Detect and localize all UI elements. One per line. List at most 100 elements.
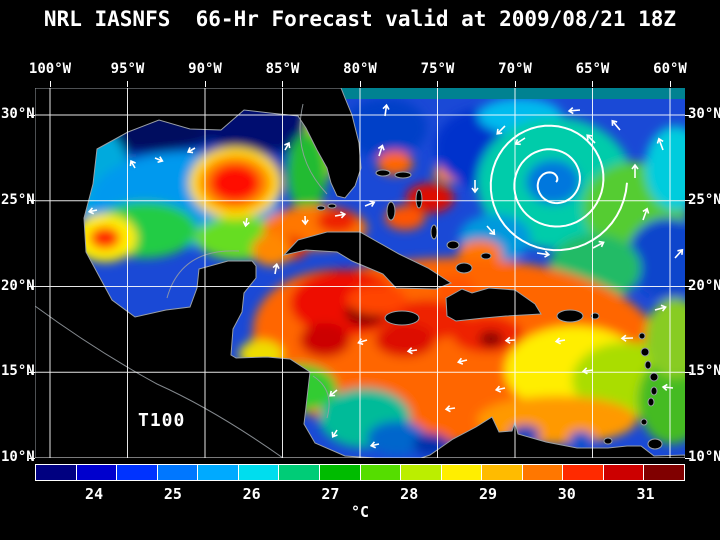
- hurricane-spiral: [489, 124, 628, 252]
- lon-tick-mark: [437, 81, 438, 87]
- current-arrow: [129, 159, 136, 169]
- colorbar-segment: [441, 465, 483, 480]
- colorbar-segment: [319, 465, 361, 480]
- current-arrow: [87, 207, 98, 215]
- lon-tick-mark: [49, 81, 51, 87]
- field-blob: [210, 164, 260, 202]
- lon-tick-label: 90°W: [188, 61, 222, 77]
- hispaniola-land: [445, 287, 542, 322]
- lat-tick-label-right: 20°N: [688, 277, 720, 294]
- colorbar-tick-label: 24: [85, 485, 104, 503]
- colorbar-segment: [157, 465, 199, 480]
- current-vectors: [87, 103, 684, 449]
- current-arrow: [406, 347, 418, 355]
- current-arrow: [496, 125, 506, 135]
- colorbar-segment: [603, 465, 645, 480]
- lat-tick-mark: [685, 457, 691, 459]
- lon-tick-label: 65°W: [575, 61, 610, 77]
- colorbar: [35, 464, 685, 481]
- lon-tick-mark: [204, 81, 206, 87]
- nicaragua-shelf-contour: [312, 375, 330, 419]
- page-title: NRL IASNFS 66-Hr Forecast valid at 2009/…: [43, 7, 677, 31]
- field-blob: [627, 218, 685, 298]
- current-arrow: [331, 429, 338, 438]
- current-arrow: [242, 217, 250, 228]
- current-arrow: [661, 383, 674, 391]
- current-arrow: [554, 337, 566, 345]
- lon-tick-label: 70°W: [498, 61, 532, 77]
- current-arrow: [620, 334, 634, 342]
- lat-tick-label-right: 25°N: [688, 191, 720, 208]
- current-arrow: [284, 141, 291, 151]
- colorbar-segment: [279, 465, 320, 480]
- current-arrow: [334, 211, 347, 219]
- field-blob: [90, 227, 120, 249]
- north-boundary-band: [335, 88, 685, 99]
- current-arrow: [456, 357, 468, 365]
- colorbar-segment: [360, 465, 402, 480]
- lon-tick-mark: [669, 81, 671, 87]
- lat-tick-mark: [685, 286, 691, 287]
- colorbar-segment: [482, 465, 523, 480]
- colorbar-segment: [198, 465, 239, 480]
- lat-tick-label-right: 10°N: [688, 449, 720, 465]
- current-arrow: [301, 215, 309, 226]
- lat-tick-label-left: 30°N: [1, 106, 35, 122]
- field-blob: [252, 234, 292, 266]
- current-arrow: [486, 225, 496, 236]
- lat-tick-label-left: 25°N: [1, 191, 35, 208]
- lon-tick-label: 95°W: [110, 61, 145, 77]
- colorbar-tick-label: 29: [478, 485, 498, 503]
- field-label: T100: [138, 410, 185, 431]
- colorbar-segment: [563, 465, 604, 480]
- pacific-coastline: [34, 305, 284, 459]
- current-arrow: [329, 389, 338, 397]
- lat-tick-mark: [685, 200, 691, 202]
- field-blob: [343, 98, 427, 158]
- island-chain: [316, 169, 663, 450]
- current-arrow: [674, 248, 684, 259]
- field-blob: [645, 126, 685, 210]
- field-blob: [287, 133, 327, 213]
- current-arrow: [656, 137, 664, 151]
- field-blob: [645, 298, 685, 378]
- current-arrow: [536, 250, 551, 258]
- current-arrow: [154, 156, 164, 164]
- current-arrow: [364, 200, 376, 207]
- current-arrow: [654, 304, 667, 312]
- current-arrow: [272, 262, 280, 275]
- current-arrow: [586, 134, 596, 144]
- field-blob: [375, 323, 435, 357]
- lon-tick-mark: [359, 81, 361, 87]
- colorbar-tick-label: 28: [400, 485, 419, 503]
- field-blob: [367, 421, 427, 455]
- current-arrow: [631, 163, 639, 178]
- lat-tick-label-left: 20°N: [1, 277, 35, 294]
- current-arrow: [504, 336, 516, 345]
- lon-tick-mark: [592, 81, 593, 87]
- map-area: T100: [34, 87, 686, 459]
- colorbar-tick-label: 25: [163, 485, 182, 503]
- current-arrow: [494, 385, 506, 393]
- colorbar-segment: [238, 465, 280, 480]
- lat-tick-label-right: 15°N: [688, 363, 720, 380]
- colorbar-tick-label: 30: [557, 485, 576, 503]
- colorbar-tick-label: 27: [321, 485, 340, 503]
- colorbar-tick-label: 26: [242, 485, 261, 503]
- lat-tick-label-left: 10°N: [1, 449, 35, 465]
- lon-tick-label: 85°W: [265, 61, 300, 77]
- graticule: [35, 88, 685, 459]
- field-blob: [317, 209, 357, 233]
- lat-tick-label-left: 15°N: [1, 363, 35, 380]
- colorbar-segment: [117, 465, 158, 480]
- colorbar-segment: [76, 465, 118, 480]
- field-blob: [569, 431, 593, 447]
- field-blob: [347, 285, 407, 315]
- south-america-land: [420, 416, 686, 459]
- colorbar-unit: °C: [350, 503, 370, 521]
- lon-tick-mark: [127, 81, 128, 87]
- field-blob: [479, 331, 503, 347]
- current-arrow: [611, 119, 621, 131]
- colorbar-tick-label: 31: [636, 485, 655, 503]
